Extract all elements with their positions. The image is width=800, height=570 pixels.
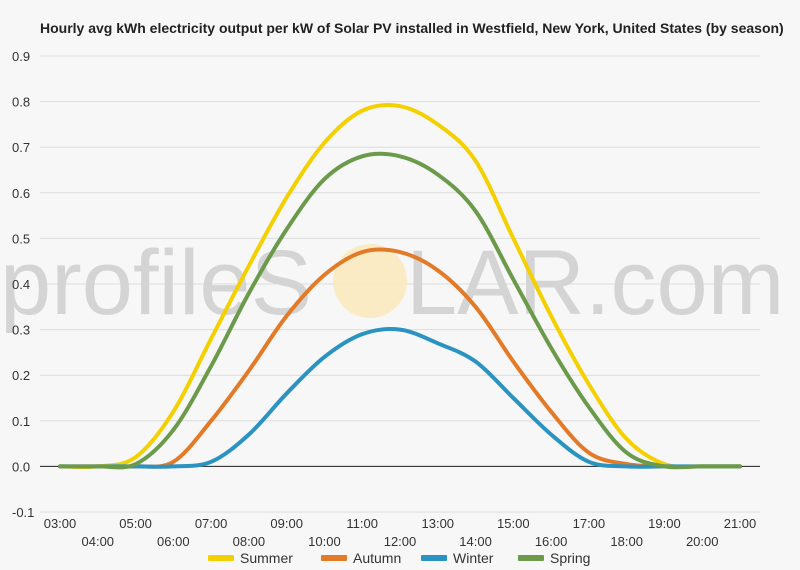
legend-label-winter: Winter <box>453 550 494 566</box>
legend-swatch-winter <box>421 555 447 561</box>
x-tick-label: 04:00 <box>82 534 115 549</box>
chart-title: Hourly avg kWh electricity output per kW… <box>40 20 784 36</box>
y-axis-ticks: 0.9 0.8 0.7 0.6 0.5 0.4 0.3 0.2 0.1 0.0 -0.1 <box>12 49 34 520</box>
x-tick-label: 16:00 <box>535 534 568 549</box>
y-tick-label: 0.4 <box>12 277 30 292</box>
y-tick-label: 0.0 <box>12 459 30 474</box>
legend: Summer Autumn Winter Spring <box>208 550 590 566</box>
x-tick-label: 10:00 <box>308 534 341 549</box>
x-tick-label: 19:00 <box>648 516 681 531</box>
y-tick-label: 0.9 <box>12 49 30 64</box>
series-line-summer <box>58 102 742 470</box>
legend-swatch-autumn <box>321 555 347 561</box>
legend-label-spring: Spring <box>550 550 590 566</box>
y-tick-label: 0.1 <box>12 414 30 429</box>
legend-swatch-spring <box>518 555 544 561</box>
y-tick-label: 0.5 <box>12 231 30 246</box>
y-tick-label: 0.3 <box>12 323 30 338</box>
series-line-autumn <box>58 247 742 469</box>
y-tick-label: -0.1 <box>12 505 34 520</box>
y-tick-label: 0.8 <box>12 95 30 110</box>
x-tick-label: 09:00 <box>270 516 303 531</box>
x-tick-label: 17:00 <box>573 516 606 531</box>
legend-swatch-summer <box>208 555 234 561</box>
x-tick-label: 03:00 <box>44 516 77 531</box>
x-axis-ticks: 03:00 04:00 05:00 06:00 07:00 08:00 09:00 10:00… <box>44 516 757 549</box>
x-tick-label: 15:00 <box>497 516 530 531</box>
watermark-text-left: profileS <box>0 232 312 334</box>
series-line-spring <box>58 151 742 470</box>
y-tick-label: 0.7 <box>12 140 30 155</box>
legend-label-autumn: Autumn <box>353 550 401 566</box>
x-tick-label: 21:00 <box>724 516 757 531</box>
y-tick-label: 0.2 <box>12 368 30 383</box>
legend-label-summer: Summer <box>240 550 293 566</box>
x-tick-label: 14:00 <box>459 534 492 549</box>
watermark-text-right: LAR.com <box>406 232 784 334</box>
x-tick-label: 08:00 <box>233 534 266 549</box>
y-tick-label: 0.6 <box>12 186 30 201</box>
x-tick-label: 06:00 <box>157 534 190 549</box>
x-tick-label: 13:00 <box>422 516 455 531</box>
x-tick-label: 05:00 <box>119 516 152 531</box>
x-tick-label: 11:00 <box>346 516 378 531</box>
series-lines <box>58 102 742 470</box>
watermark: profileS LAR.com <box>0 232 784 334</box>
watermark-sun-icon <box>333 244 407 318</box>
series-line-winter <box>58 327 742 469</box>
x-tick-label: 18:00 <box>610 534 643 549</box>
x-tick-label: 07:00 <box>195 516 228 531</box>
x-tick-label: 12:00 <box>384 534 417 549</box>
x-tick-label: 20:00 <box>686 534 719 549</box>
